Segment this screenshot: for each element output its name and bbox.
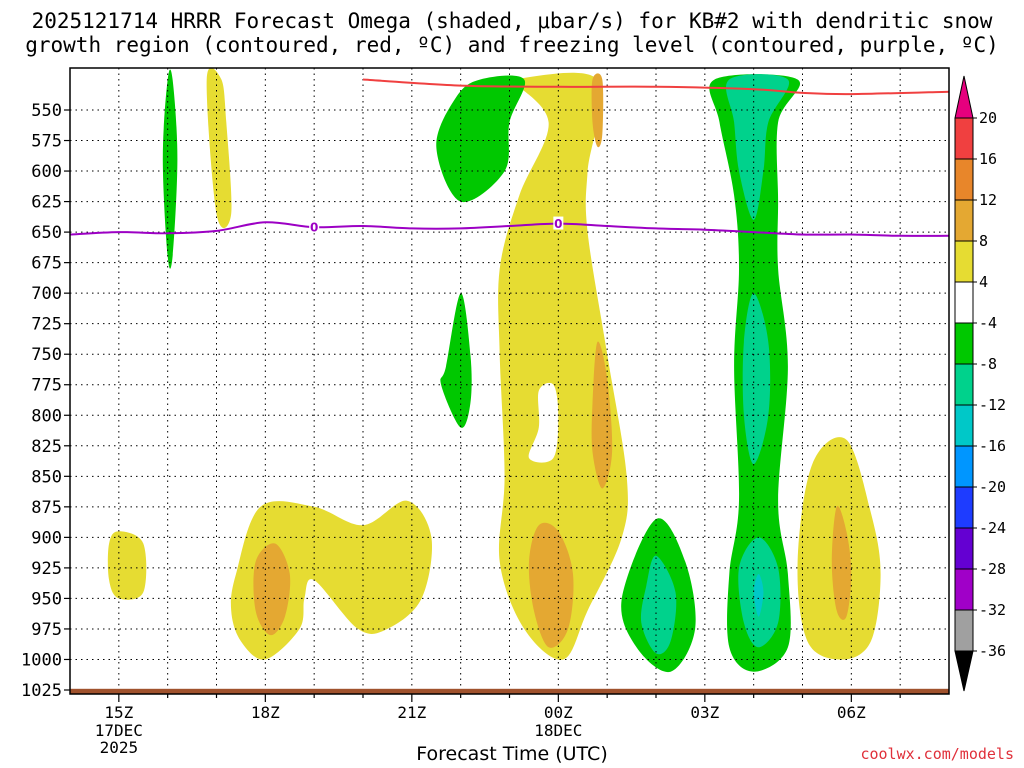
colorbar-label: -28 [979,560,1006,578]
colorbar-label: -24 [979,519,1006,537]
y-tick-label: 650 [31,223,62,243]
colorbar-bin [954,281,974,324]
downward-motion-area [753,574,764,617]
contour-label-background [309,220,320,234]
colorbar-label: -32 [979,601,1006,619]
downward-motion-area [726,74,790,220]
y-tick-label: 775 [31,376,62,396]
ground-layer [70,688,949,694]
x-tick-sublabel: 17DEC [95,721,143,740]
downward-motion-area [528,382,559,463]
colorbar-label: -16 [979,437,1006,455]
y-tick-label: 975 [31,620,62,640]
colorbar-bin [954,322,974,365]
colorbar-bin [954,445,974,488]
colorbar-bin [954,117,974,160]
y-tick-label: 950 [31,589,62,609]
colorbar-bin [954,240,974,283]
y-tick-label: 675 [31,254,62,274]
x-tick-label: 18Z [251,703,280,722]
upward-motion-area [107,531,147,600]
upward-motion-area [498,72,628,660]
downward-motion-area [440,293,472,428]
colorbar-bin [954,486,974,529]
colorbar-bin [954,363,974,406]
x-tick-label: 03Z [690,703,719,722]
upward-motion-area [591,341,613,489]
y-tick-label: 925 [31,559,62,579]
upward-motion-area [591,73,604,148]
omega-shading [107,68,881,673]
x-tick-sublabel: 2025 [100,738,139,757]
y-tick-label: 725 [31,315,62,335]
y-axis: 550 575 600 625 650 675 700 725 750 775 800 825 850 8… [21,101,70,701]
y-tick-label: 825 [31,437,62,457]
colorbar-label: 8 [979,232,988,250]
downward-motion-area [162,69,178,269]
colorbar-bin [954,404,974,447]
colorbar-label: -8 [979,355,997,373]
y-tick-label: 575 [31,132,62,152]
upward-motion-area [206,68,232,228]
upward-motion-area [528,522,574,648]
downward-motion-area [640,555,677,655]
colorbar-label: -12 [979,396,1006,414]
freezing-level-line [70,221,949,237]
colorbar-label: 12 [979,191,997,209]
colorbar-bin [954,199,974,242]
y-tick-label: 1000 [21,650,62,670]
colorbar-bin [954,527,974,570]
x-tick-label: 06Z [837,703,866,722]
y-tick-label: 850 [31,467,62,487]
colorbar-label: -20 [979,478,1006,496]
downward-motion-area [436,75,526,203]
chart-title-line-1: 2025121714 HRRR Forecast Omega (shaded, … [31,9,993,33]
colorbar-bin [954,609,974,652]
watermark: coolwx.com/models [860,745,1014,763]
x-axis-label: Forecast Time (UTC) [416,743,608,765]
upward-motion-area [831,505,852,620]
colorbar-bottom-arrow [954,650,974,692]
dendritic-growth-top-line [362,78,949,96]
colorbar-top-arrow [954,75,974,119]
x-tick-label: 21Z [397,703,426,722]
y-tick-label: 875 [31,498,62,518]
upward-motion-area [253,543,291,636]
x-tick-label: 00Z [544,703,573,722]
y-tick-label: 1025 [21,681,62,701]
y-tick-label: 900 [31,528,62,548]
y-tick-label: 750 [31,345,62,365]
colorbar-label: 4 [979,273,988,291]
colorbar-legend: 20 16 12 8 4 -4 -8 -12 -16 -20 -24 -28 -32 -36 [954,75,1006,692]
freezing-level-label: 0 [310,221,318,235]
y-tick-label: 600 [31,162,62,182]
x-tick-label: 15Z [104,703,133,722]
downward-motion-area [742,293,771,465]
chart-title-line-2: growth region (contoured, red, ºC) and f… [25,33,999,57]
colorbar-label: -4 [979,314,997,332]
colorbar-label: 20 [979,109,997,127]
colorbar-label: 16 [979,150,997,168]
colorbar-label: -36 [979,642,1006,660]
colorbar-bin [954,158,974,201]
y-tick-label: 625 [31,193,62,213]
contour-lines [70,78,949,237]
x-tick-sublabel: 18DEC [534,721,582,740]
y-tick-label: 700 [31,284,62,304]
freezing-level-label: 0 [554,217,562,231]
y-tick-label: 550 [31,101,62,121]
contour-label-background [553,216,564,230]
colorbar-bin [954,568,974,611]
y-tick-label: 800 [31,406,62,426]
